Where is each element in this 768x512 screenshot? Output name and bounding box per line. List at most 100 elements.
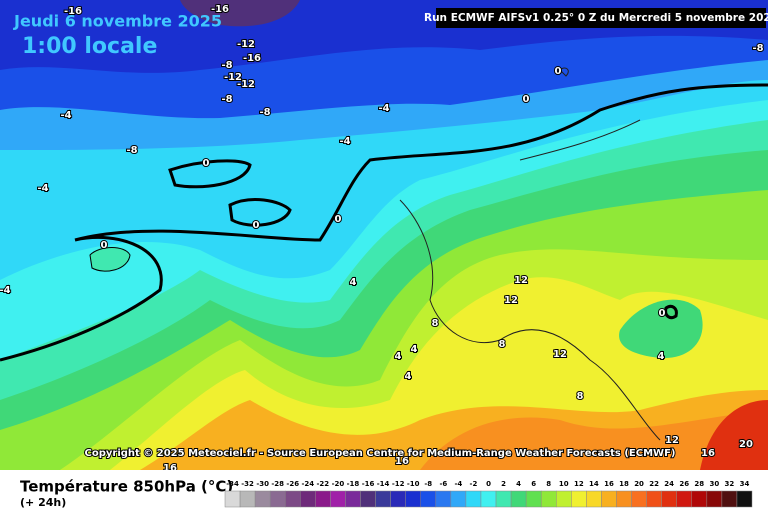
scale-label: -22 [317, 480, 330, 488]
scale-swatch [375, 490, 391, 508]
legend-subtitle: (+ 24h) [20, 496, 66, 509]
contour-label: -8 [259, 107, 270, 118]
scale-label: -34 [226, 480, 239, 488]
scale-label: 22 [649, 480, 659, 488]
contour-label: 4 [411, 344, 418, 355]
scale-label: -26 [286, 480, 299, 488]
scale-swatch [616, 490, 632, 508]
contour-label: 4 [350, 277, 357, 288]
scale-label: 26 [679, 480, 689, 488]
scale-swatch [254, 490, 271, 508]
contour-label: -4 [37, 183, 48, 194]
scale-label: -18 [347, 480, 360, 488]
scale-label: 16 [604, 480, 614, 488]
scale-label: -32 [241, 480, 254, 488]
contour-label: -8 [221, 94, 232, 105]
scale-swatch [420, 490, 437, 508]
contour-label: 8 [577, 391, 584, 402]
contour-label: 4 [658, 351, 665, 362]
scale-label: 14 [589, 480, 599, 488]
scale-label: 6 [531, 480, 536, 488]
legend-title: Température 850hPa (°C) [20, 478, 233, 496]
contour-label: -8 [752, 43, 763, 54]
contour-label: 0 [253, 220, 260, 231]
scale-swatch [390, 490, 406, 508]
scale-label: 34 [740, 480, 750, 488]
scale-label: -12 [392, 480, 405, 488]
scale-swatch [601, 490, 617, 508]
scale-swatch [435, 490, 452, 508]
scale-swatch [586, 490, 602, 508]
contour-label: 0 [523, 94, 530, 105]
contour-label: 12 [504, 295, 518, 306]
scale-swatch [495, 490, 512, 508]
scale-label: 8 [546, 480, 551, 488]
contour-label: -16 [243, 53, 261, 64]
scale-swatch [450, 490, 467, 508]
scale-swatch [646, 490, 662, 508]
scale-swatch [571, 490, 587, 508]
scale-label: -28 [271, 480, 284, 488]
scale-label: -2 [470, 480, 478, 488]
scale-label: 12 [574, 480, 584, 488]
contour-label: -4 [378, 103, 389, 114]
scale-label: -10 [407, 480, 420, 488]
contour-label: 16 [701, 448, 715, 459]
scale-label: -14 [377, 480, 390, 488]
contour-label: 12 [514, 275, 528, 286]
contour-label: 4 [395, 351, 402, 362]
contour-labels: -16 -16-16-12-8-12-12-8-8 -4-4-4-8-4-80000… [0, 3, 765, 475]
scale-label: 20 [634, 480, 644, 488]
contour-label: -12 [237, 79, 255, 90]
contour-label: 0 [659, 308, 666, 319]
scale-swatch [556, 490, 572, 508]
scale-swatch [631, 490, 647, 508]
scale-label: 18 [619, 480, 629, 488]
contour-label: -8 [221, 60, 232, 71]
scale-swatch [269, 490, 286, 508]
temperature-field [0, 0, 768, 470]
contour-label: -4 [60, 110, 71, 121]
scale-swatch [676, 490, 693, 508]
scale-label: -6 [439, 480, 447, 488]
scale-swatch [300, 490, 316, 508]
scale-swatch [315, 490, 331, 508]
scale-swatch [736, 490, 753, 508]
scale-swatch [691, 490, 708, 508]
scale-label: 4 [516, 480, 521, 488]
contour-label: 12 [553, 349, 567, 360]
scale-label: 32 [725, 480, 735, 488]
contour-label: -4 [0, 285, 11, 296]
scale-swatch [330, 490, 346, 508]
contour-label: -16 [211, 4, 229, 15]
scale-label: 30 [709, 480, 719, 488]
scale-swatch [721, 490, 738, 508]
contour-label: 4 [405, 371, 412, 382]
scale-swatch [360, 490, 376, 508]
contour-label: 0 [555, 66, 562, 77]
color-scale: -34 -32 -30 -28 -26 -24 -22 -20 -18 -16 -14 -12 -10-… [224, 480, 753, 508]
contour-label: 8 [499, 339, 506, 350]
scale-label: -16 [362, 480, 375, 488]
run-box [436, 8, 766, 28]
scale-swatch [224, 490, 241, 508]
scale-label: 24 [664, 480, 674, 488]
scale-label: 0 [486, 480, 491, 488]
contour-label: 0 [203, 158, 210, 169]
contour-label: 20 [739, 439, 753, 450]
scale-label: -8 [424, 480, 432, 488]
scale-swatch [525, 490, 542, 508]
scale-label: 10 [559, 480, 569, 488]
scale-swatch [510, 490, 527, 508]
forecast-date: Jeudi 6 novembre 2025 [13, 12, 222, 31]
contour-label: 12 [665, 435, 679, 446]
scale-swatch [480, 490, 497, 508]
scale-swatch [465, 490, 482, 508]
scale-swatch [345, 490, 361, 508]
forecast-time: 1:00 locale [22, 34, 157, 59]
contour-label: -4 [339, 136, 350, 147]
scale-swatch [284, 490, 301, 508]
contour-label: -12 [224, 72, 242, 83]
